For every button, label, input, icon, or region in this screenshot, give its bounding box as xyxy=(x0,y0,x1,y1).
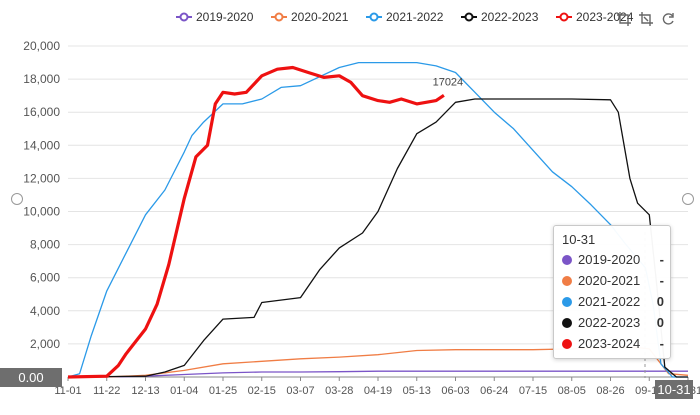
x-tick-label: 12-13 xyxy=(131,385,159,397)
legend-item-2022-2023[interactable]: 2022-2023 xyxy=(461,10,539,24)
tooltip-row: 2020-2021 - xyxy=(562,273,666,289)
x-tick-label: 03-07 xyxy=(286,385,314,397)
tooltip-row: 2019-2020 - xyxy=(562,252,666,268)
x-axis-ticks: 11-01 11-22 12-13 01-04 01-25 02-15 03-07 03-28… xyxy=(54,376,700,397)
tooltip-series-value: - xyxy=(659,273,664,288)
tooltip-series-name: 2021-2022 xyxy=(578,294,641,309)
tooltip-series-name: 2020-2021 xyxy=(578,273,641,288)
tooltip: 10-31 2019-2020-2020-2021-2021-2022 0 2022… xyxy=(553,225,671,359)
tooltip-row: 2021-2022 0 xyxy=(562,294,666,310)
tooltip-dot xyxy=(562,276,572,286)
zoom-reset-icon[interactable] xyxy=(639,12,653,26)
y-tick-label: 6,000 xyxy=(30,271,60,285)
y-tick-label: 4,000 xyxy=(30,304,60,318)
y-tick-label: 8,000 xyxy=(30,238,60,252)
x-tick-label: 01-04 xyxy=(170,385,198,397)
tooltip-series-value: - xyxy=(659,336,664,351)
tooltip-dot xyxy=(562,339,572,349)
x-tick-label: 11-01 xyxy=(54,385,81,397)
legend-label: 2019-2020 xyxy=(196,10,254,24)
series-line-2022-2023 xyxy=(67,98,688,378)
zoom-icon[interactable] xyxy=(617,12,631,26)
legend-marker xyxy=(179,12,189,22)
side-handle-right[interactable] xyxy=(682,193,694,205)
tooltip-dot xyxy=(562,318,572,328)
legend-marker xyxy=(464,12,474,22)
x-tick-label: 07-15 xyxy=(519,385,547,397)
tooltip-series-value: 0 xyxy=(656,315,664,330)
tooltip-title: 10-31 xyxy=(562,232,596,247)
side-handle-left[interactable] xyxy=(11,193,23,205)
legend[interactable]: 2019-2020 2020-2021 2021-2022 2022-2023 2023… xyxy=(176,10,634,24)
legend-label: 2023-2024 xyxy=(576,10,634,24)
zoom-start-label[interactable]: 0.00 xyxy=(0,368,62,387)
tooltip-row: 2022-2023 0 xyxy=(562,315,666,331)
y-tick-label: 16,000 xyxy=(23,105,60,119)
x-tick-label: 05-13 xyxy=(403,385,431,397)
x-tick-label: 08-26 xyxy=(596,385,624,397)
x-tick-label: 04-19 xyxy=(364,385,392,397)
y-axis-ticks: 02,0004,0006,0008,00010,00012,00014,0001… xyxy=(23,39,60,384)
y-tick-label: 2,000 xyxy=(30,337,60,351)
tooltip-dot xyxy=(562,255,572,265)
y-tick-label: 20,000 xyxy=(23,39,60,53)
tooltip-series-value: - xyxy=(659,252,664,267)
legend-marker xyxy=(369,12,379,22)
x-tick-label: 11-22 xyxy=(93,385,120,397)
x-tick-label: 01-25 xyxy=(209,385,237,397)
legend-item-2023-2024[interactable]: 2023-2024 xyxy=(556,10,634,24)
y-tick-label: 18,000 xyxy=(23,72,60,86)
series-line-2023-2024 xyxy=(67,65,445,379)
legend-item-2019-2020[interactable]: 2019-2020 xyxy=(176,10,254,24)
annotations: 17024 xyxy=(433,76,464,88)
legend-item-2020-2021[interactable]: 2020-2021 xyxy=(271,10,349,24)
annotation-label: 17024 xyxy=(433,76,464,88)
x-tick-label: 06-03 xyxy=(441,385,469,397)
legend-label: 2020-2021 xyxy=(291,10,349,24)
legend-marker xyxy=(274,12,284,22)
restore-icon[interactable] xyxy=(661,12,675,26)
x-tick-label: 08-05 xyxy=(558,385,586,397)
y-tick-label: 10,000 xyxy=(23,205,60,219)
x-tick-label: 03-28 xyxy=(325,385,353,397)
y-tick-label: 14,000 xyxy=(23,138,60,152)
x-tick-label: 06-24 xyxy=(480,385,508,397)
tooltip-series-value: 0 xyxy=(656,294,664,309)
legend-marker xyxy=(559,12,569,22)
y-tick-label: 12,000 xyxy=(23,171,60,185)
tooltip-series-name: 2019-2020 xyxy=(578,252,641,267)
zoom-end-label[interactable]: 10-31 xyxy=(655,380,693,399)
tooltip-row: 2023-2024 - xyxy=(562,336,666,352)
legend-label: 2022-2023 xyxy=(481,10,539,24)
tooltip-dot xyxy=(562,297,572,307)
tooltip-series-name: 2023-2024 xyxy=(578,336,641,351)
x-tick-label: 02-15 xyxy=(248,385,276,397)
series-line-2019-2020 xyxy=(68,370,688,378)
legend-label: 2021-2022 xyxy=(386,10,444,24)
tooltip-series-name: 2022-2023 xyxy=(578,315,641,330)
legend-item-2021-2022[interactable]: 2021-2022 xyxy=(366,10,444,24)
